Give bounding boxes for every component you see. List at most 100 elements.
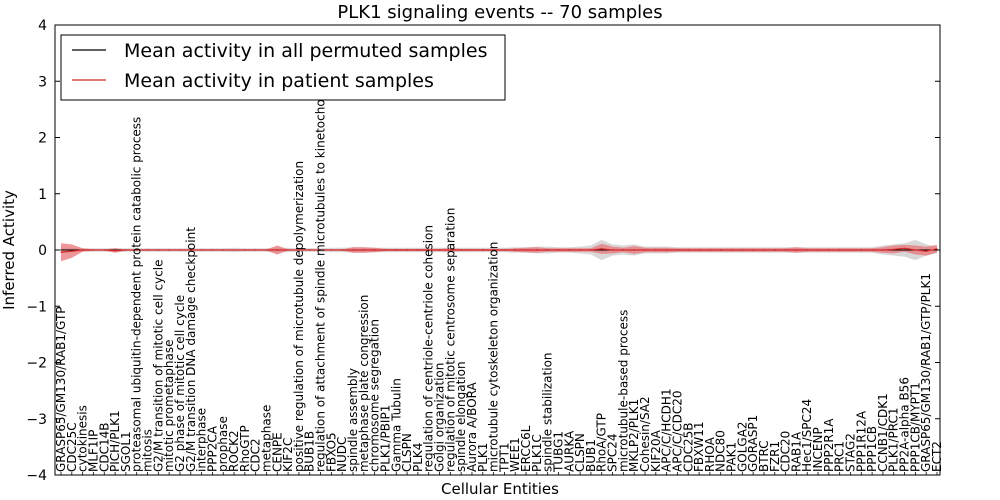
patient-point — [536, 249, 538, 251]
entity-label: KIF2C — [281, 438, 295, 472]
entity-label: APC/C/CDC20 — [670, 390, 684, 472]
patient-point — [860, 249, 862, 251]
patient-point — [839, 249, 841, 251]
y-axis: −4 −3 −2 −1 0 1 2 3 4 — [26, 18, 940, 484]
entity-label: Cohesin/SA2 — [638, 396, 652, 472]
entity-label: PLK4 — [411, 443, 425, 472]
entity-label: spindle elongation — [454, 361, 468, 472]
patient-point — [211, 249, 214, 251]
patient-point — [460, 249, 462, 251]
entity-label: interphase — [195, 408, 209, 472]
entity-label: KIF20A — [649, 429, 663, 472]
patient-point — [644, 249, 646, 251]
entity-label: G2 phase of mitotic cell cycle — [173, 295, 187, 472]
patient-point — [741, 249, 743, 251]
patient-point — [611, 249, 614, 251]
entity-label: Golgi organization — [433, 363, 447, 472]
permuted-point — [71, 249, 73, 251]
entity-label: regulation of mitotic centrosome separat… — [443, 208, 457, 472]
entity-label: CDC14B — [97, 423, 111, 473]
entity-label: PPP2CA — [205, 425, 219, 472]
entity-label: spindle assembly — [346, 368, 360, 472]
patient-point — [60, 251, 62, 253]
patient-point — [384, 249, 387, 251]
patient-point — [265, 249, 268, 251]
entity-label: CLSPN — [400, 433, 414, 472]
patient-point — [752, 249, 754, 251]
entity-label: NDC80 — [714, 430, 728, 472]
entity-label: metaphase — [259, 405, 273, 472]
entity-label: GORASP1 — [746, 415, 760, 472]
patient-point — [168, 249, 170, 251]
entity-label: CDC25C — [65, 422, 79, 472]
patient-point — [676, 249, 679, 251]
entity-label: NUDC — [335, 437, 349, 472]
entity-label: ROCK2 — [227, 430, 241, 472]
entity-label: PLK1/PBIP1 — [378, 405, 392, 472]
activity-lines — [60, 247, 938, 253]
entity-label: FBXO5 — [324, 432, 338, 472]
entity-label: RHOA — [703, 436, 717, 472]
entity-label: PPP2R1A — [822, 418, 836, 472]
patient-point — [417, 249, 419, 251]
patient-point — [936, 248, 938, 250]
entity-label: Gamma Tubulin — [389, 378, 403, 472]
permuted-point — [601, 249, 603, 251]
patient-point — [871, 249, 873, 251]
entity-label: CDC20 — [779, 431, 793, 472]
entity-label: FZR1 — [768, 441, 782, 472]
patient-point — [882, 249, 884, 251]
permuted-point — [903, 249, 906, 251]
patient-point — [914, 249, 916, 251]
entity-label: microtubule-based process — [616, 310, 630, 472]
entity-label: microtubule cytoskeleton organization — [487, 242, 501, 472]
y-tick-label: −2 — [26, 356, 47, 372]
patient-point — [622, 249, 624, 251]
entity-label: BUB1B — [303, 431, 317, 472]
patient-point — [244, 249, 246, 251]
patient-point — [568, 249, 570, 251]
patient-point — [363, 249, 365, 251]
chart-title: PLK1 signaling events -- 70 samples — [337, 2, 662, 23]
patient-point — [492, 249, 495, 251]
entity-label: STAG2 — [843, 433, 857, 472]
patient-point — [92, 249, 95, 251]
entity-label: mitosis — [141, 429, 155, 472]
patient-point — [190, 249, 192, 251]
entity-label: spindle stabilization — [541, 352, 555, 472]
y-tick-label: −3 — [26, 412, 47, 428]
entity-label: TPT1 — [497, 442, 511, 473]
patient-point — [720, 249, 722, 251]
entity-label: RhoGTP — [238, 425, 252, 472]
entity-label: GRASP65/GM130/RAB1/GTP/PLK1 — [919, 273, 933, 472]
entity-label: PP2A-alpha B56 — [898, 377, 912, 472]
entity-label: CDC25B — [681, 423, 695, 473]
entity-label: mitotic prometaphase — [162, 340, 176, 473]
patient-point — [136, 249, 138, 251]
entity-label: regulation of centriole-centriole cohesi… — [422, 225, 436, 472]
entity-label: metaphase plate congression — [357, 295, 371, 472]
patient-point — [157, 249, 159, 251]
legend: Mean activity in all permuted samples Me… — [60, 34, 506, 101]
patient-point — [374, 249, 376, 251]
patient-point — [319, 249, 322, 251]
patient-point — [179, 249, 181, 251]
patient-point — [730, 249, 733, 251]
entity-label: TUBG1 — [551, 431, 565, 473]
patient-point — [255, 249, 257, 251]
entity-label: G2/M transition DNA damage checkpoint — [184, 227, 198, 472]
entity-label: RAB1A — [789, 431, 803, 472]
patient-point — [806, 249, 808, 251]
entity-label: PRC1 — [833, 441, 847, 472]
patient-point — [925, 250, 927, 252]
patient-point — [893, 248, 895, 251]
entity-label: PLK1C — [530, 434, 544, 472]
patient-point — [352, 249, 354, 251]
patient-point — [395, 249, 397, 251]
patient-band — [61, 243, 937, 262]
y-tick-label: 0 — [38, 243, 47, 259]
patient-point — [438, 249, 441, 251]
entity-label: SPC24 — [606, 433, 620, 472]
patient-point — [784, 249, 787, 251]
entity-label: GRASP65/GM130/RAB1/GTP — [54, 306, 68, 472]
